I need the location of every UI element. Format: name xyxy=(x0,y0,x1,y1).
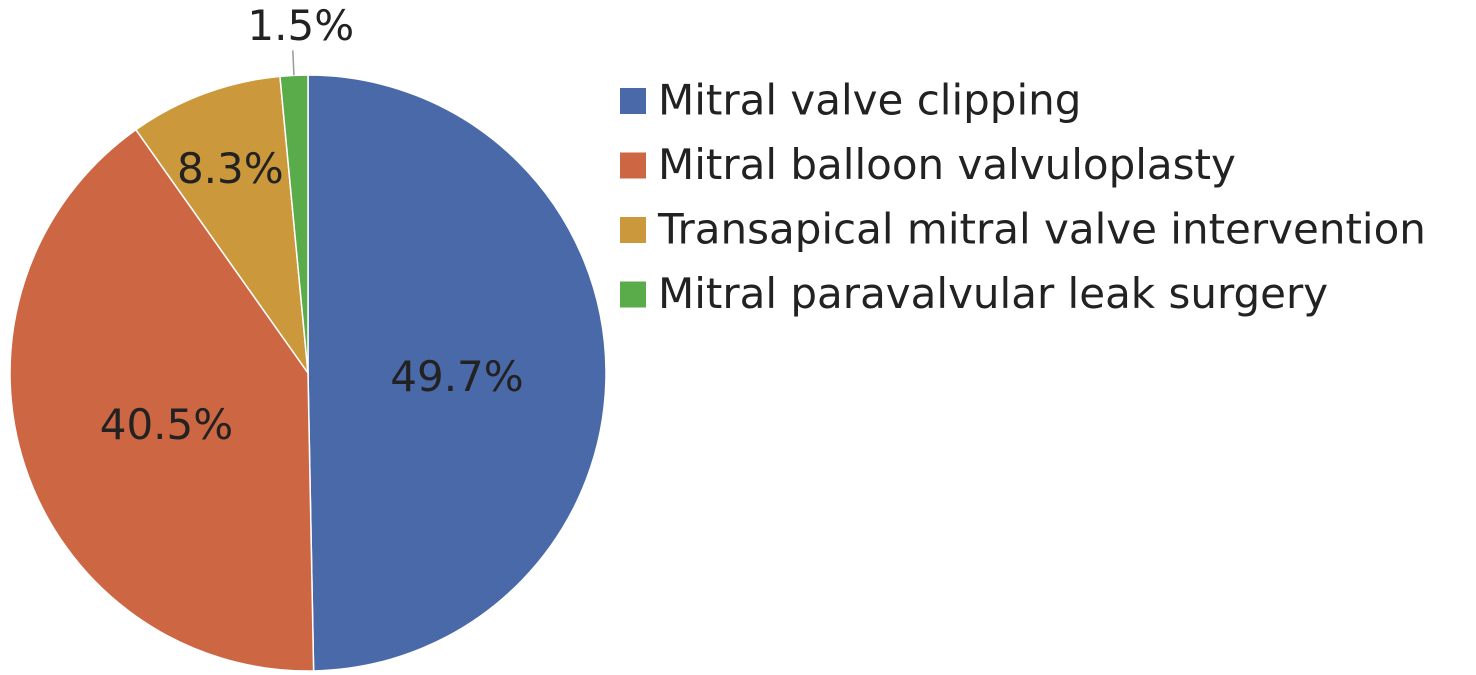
data-label: 8.3% xyxy=(177,144,284,193)
legend-label: Mitral valve clipping xyxy=(658,76,1081,125)
pie-slice xyxy=(134,75,310,376)
data-label: 40.5% xyxy=(100,400,233,449)
data-label: 1.5% xyxy=(247,1,354,50)
legend-swatch xyxy=(620,217,646,243)
pie-slice xyxy=(307,74,607,672)
legend-swatch xyxy=(620,88,646,114)
legend-label: Mitral balloon valvuloplasty xyxy=(658,140,1236,189)
data-label: 49.7% xyxy=(390,352,523,401)
legend-swatch xyxy=(620,152,646,179)
pie-slice xyxy=(9,128,315,672)
legend-label: Mitral paravalvular leak surgery xyxy=(658,269,1328,318)
legend-swatch xyxy=(620,281,646,308)
leader-line xyxy=(292,50,295,76)
legend-label: Transapical mitral valve intervention xyxy=(657,205,1426,254)
